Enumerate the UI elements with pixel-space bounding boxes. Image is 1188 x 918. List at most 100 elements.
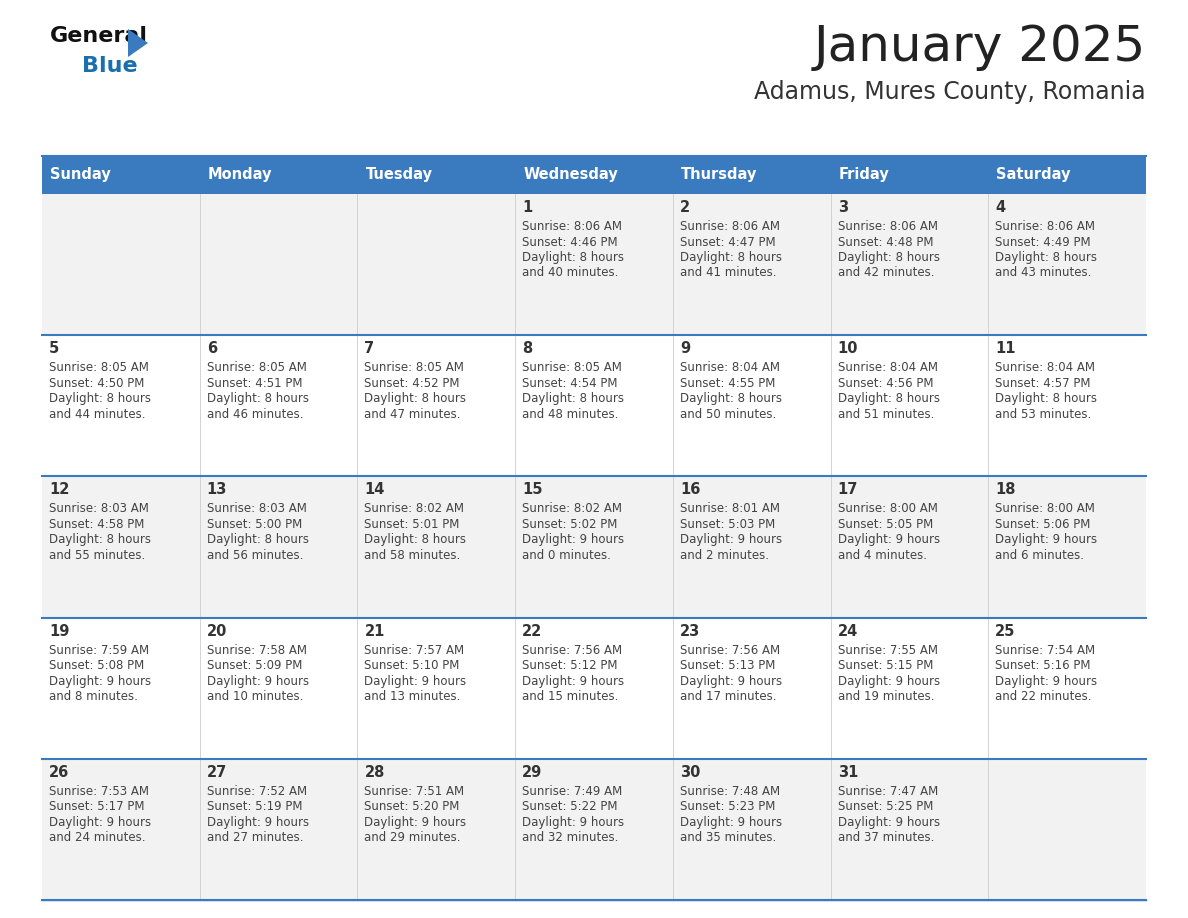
Text: and 41 minutes.: and 41 minutes. (680, 266, 776, 279)
Text: Sunset: 4:49 PM: Sunset: 4:49 PM (996, 236, 1091, 249)
Text: 25: 25 (996, 623, 1016, 639)
Text: 22: 22 (523, 623, 543, 639)
Bar (988, 759, 1146, 900)
Text: Sunset: 4:47 PM: Sunset: 4:47 PM (680, 236, 776, 249)
Text: Adamus, Mures County, Romania: Adamus, Mures County, Romania (754, 80, 1146, 104)
Bar (358, 618, 516, 759)
Bar (672, 759, 830, 900)
Bar (200, 335, 358, 476)
Text: Sunrise: 7:51 AM: Sunrise: 7:51 AM (365, 785, 465, 798)
Text: Saturday: Saturday (997, 167, 1070, 183)
Text: Tuesday: Tuesday (366, 167, 432, 183)
Text: Monday: Monday (208, 167, 272, 183)
Text: 27: 27 (207, 765, 227, 779)
Text: 10: 10 (838, 341, 858, 356)
Bar (516, 335, 672, 476)
Text: Daylight: 9 hours: Daylight: 9 hours (680, 816, 782, 829)
Bar (830, 335, 988, 476)
Text: Sunset: 5:13 PM: Sunset: 5:13 PM (680, 659, 776, 672)
Bar (830, 759, 988, 900)
Text: Sunrise: 7:54 AM: Sunrise: 7:54 AM (996, 644, 1095, 656)
Text: Sunset: 5:25 PM: Sunset: 5:25 PM (838, 800, 933, 813)
Bar (988, 618, 1146, 759)
Text: Sunrise: 7:49 AM: Sunrise: 7:49 AM (523, 785, 623, 798)
Bar (200, 759, 358, 900)
Text: Daylight: 9 hours: Daylight: 9 hours (365, 675, 467, 688)
Bar (830, 194, 988, 335)
Bar (672, 335, 830, 476)
Text: Sunset: 4:54 PM: Sunset: 4:54 PM (523, 376, 618, 390)
Text: Daylight: 8 hours: Daylight: 8 hours (523, 392, 624, 405)
Text: Daylight: 8 hours: Daylight: 8 hours (996, 392, 1098, 405)
Bar (672, 618, 830, 759)
Text: Daylight: 8 hours: Daylight: 8 hours (523, 251, 624, 264)
Text: Sunrise: 7:58 AM: Sunrise: 7:58 AM (207, 644, 307, 656)
Text: and 44 minutes.: and 44 minutes. (49, 408, 145, 420)
Text: Sunrise: 8:05 AM: Sunrise: 8:05 AM (207, 361, 307, 375)
Text: Wednesday: Wednesday (523, 167, 618, 183)
Text: January 2025: January 2025 (814, 23, 1146, 71)
Text: 5: 5 (49, 341, 59, 356)
Text: and 47 minutes.: and 47 minutes. (365, 408, 461, 420)
Text: Sunrise: 8:04 AM: Sunrise: 8:04 AM (680, 361, 779, 375)
Text: and 22 minutes.: and 22 minutes. (996, 690, 1092, 703)
Text: Sunset: 5:12 PM: Sunset: 5:12 PM (523, 659, 618, 672)
Text: Daylight: 8 hours: Daylight: 8 hours (207, 533, 309, 546)
Text: Daylight: 9 hours: Daylight: 9 hours (49, 675, 151, 688)
Text: Sunrise: 8:00 AM: Sunrise: 8:00 AM (838, 502, 937, 515)
Text: and 37 minutes.: and 37 minutes. (838, 832, 934, 845)
Bar (516, 476, 672, 618)
Text: Sunset: 4:50 PM: Sunset: 4:50 PM (49, 376, 145, 390)
Bar (358, 476, 516, 618)
Bar (672, 156, 830, 194)
Polygon shape (128, 29, 148, 57)
Text: and 55 minutes.: and 55 minutes. (49, 549, 145, 562)
Text: Sunset: 5:15 PM: Sunset: 5:15 PM (838, 659, 933, 672)
Bar (516, 618, 672, 759)
Text: 29: 29 (523, 765, 543, 779)
Text: Sunrise: 8:04 AM: Sunrise: 8:04 AM (838, 361, 937, 375)
Text: Daylight: 8 hours: Daylight: 8 hours (365, 392, 467, 405)
Text: Sunset: 5:20 PM: Sunset: 5:20 PM (365, 800, 460, 813)
Text: Sunset: 5:03 PM: Sunset: 5:03 PM (680, 518, 775, 531)
Bar (672, 476, 830, 618)
Text: 15: 15 (523, 482, 543, 498)
Text: Sunset: 5:19 PM: Sunset: 5:19 PM (207, 800, 302, 813)
Text: and 6 minutes.: and 6 minutes. (996, 549, 1085, 562)
Text: Sunset: 5:10 PM: Sunset: 5:10 PM (365, 659, 460, 672)
Text: Daylight: 9 hours: Daylight: 9 hours (49, 816, 151, 829)
Text: Sunrise: 8:00 AM: Sunrise: 8:00 AM (996, 502, 1095, 515)
Text: Sunrise: 8:06 AM: Sunrise: 8:06 AM (996, 220, 1095, 233)
Text: 9: 9 (680, 341, 690, 356)
Text: Daylight: 9 hours: Daylight: 9 hours (996, 533, 1098, 546)
Text: Daylight: 8 hours: Daylight: 8 hours (365, 533, 467, 546)
Text: 11: 11 (996, 341, 1016, 356)
Bar (42, 759, 200, 900)
Bar (516, 156, 672, 194)
Text: and 48 minutes.: and 48 minutes. (523, 408, 619, 420)
Text: Sunrise: 7:55 AM: Sunrise: 7:55 AM (838, 644, 937, 656)
Text: Sunset: 5:17 PM: Sunset: 5:17 PM (49, 800, 145, 813)
Text: Daylight: 9 hours: Daylight: 9 hours (523, 675, 624, 688)
Text: Daylight: 9 hours: Daylight: 9 hours (207, 675, 309, 688)
Text: 8: 8 (523, 341, 532, 356)
Text: Sunset: 5:01 PM: Sunset: 5:01 PM (365, 518, 460, 531)
Text: Sunrise: 7:52 AM: Sunrise: 7:52 AM (207, 785, 307, 798)
Text: and 29 minutes.: and 29 minutes. (365, 832, 461, 845)
Text: General: General (50, 26, 148, 46)
Bar (42, 156, 200, 194)
Text: and 53 minutes.: and 53 minutes. (996, 408, 1092, 420)
Text: and 2 minutes.: and 2 minutes. (680, 549, 769, 562)
Text: Daylight: 9 hours: Daylight: 9 hours (680, 533, 782, 546)
Bar (42, 194, 200, 335)
Bar (42, 618, 200, 759)
Text: 26: 26 (49, 765, 69, 779)
Text: and 40 minutes.: and 40 minutes. (523, 266, 619, 279)
Text: 21: 21 (365, 623, 385, 639)
Text: Daylight: 9 hours: Daylight: 9 hours (838, 816, 940, 829)
Text: and 32 minutes.: and 32 minutes. (523, 832, 619, 845)
Text: and 43 minutes.: and 43 minutes. (996, 266, 1092, 279)
Text: Sunrise: 8:03 AM: Sunrise: 8:03 AM (49, 502, 148, 515)
Bar (830, 156, 988, 194)
Text: Daylight: 8 hours: Daylight: 8 hours (838, 251, 940, 264)
